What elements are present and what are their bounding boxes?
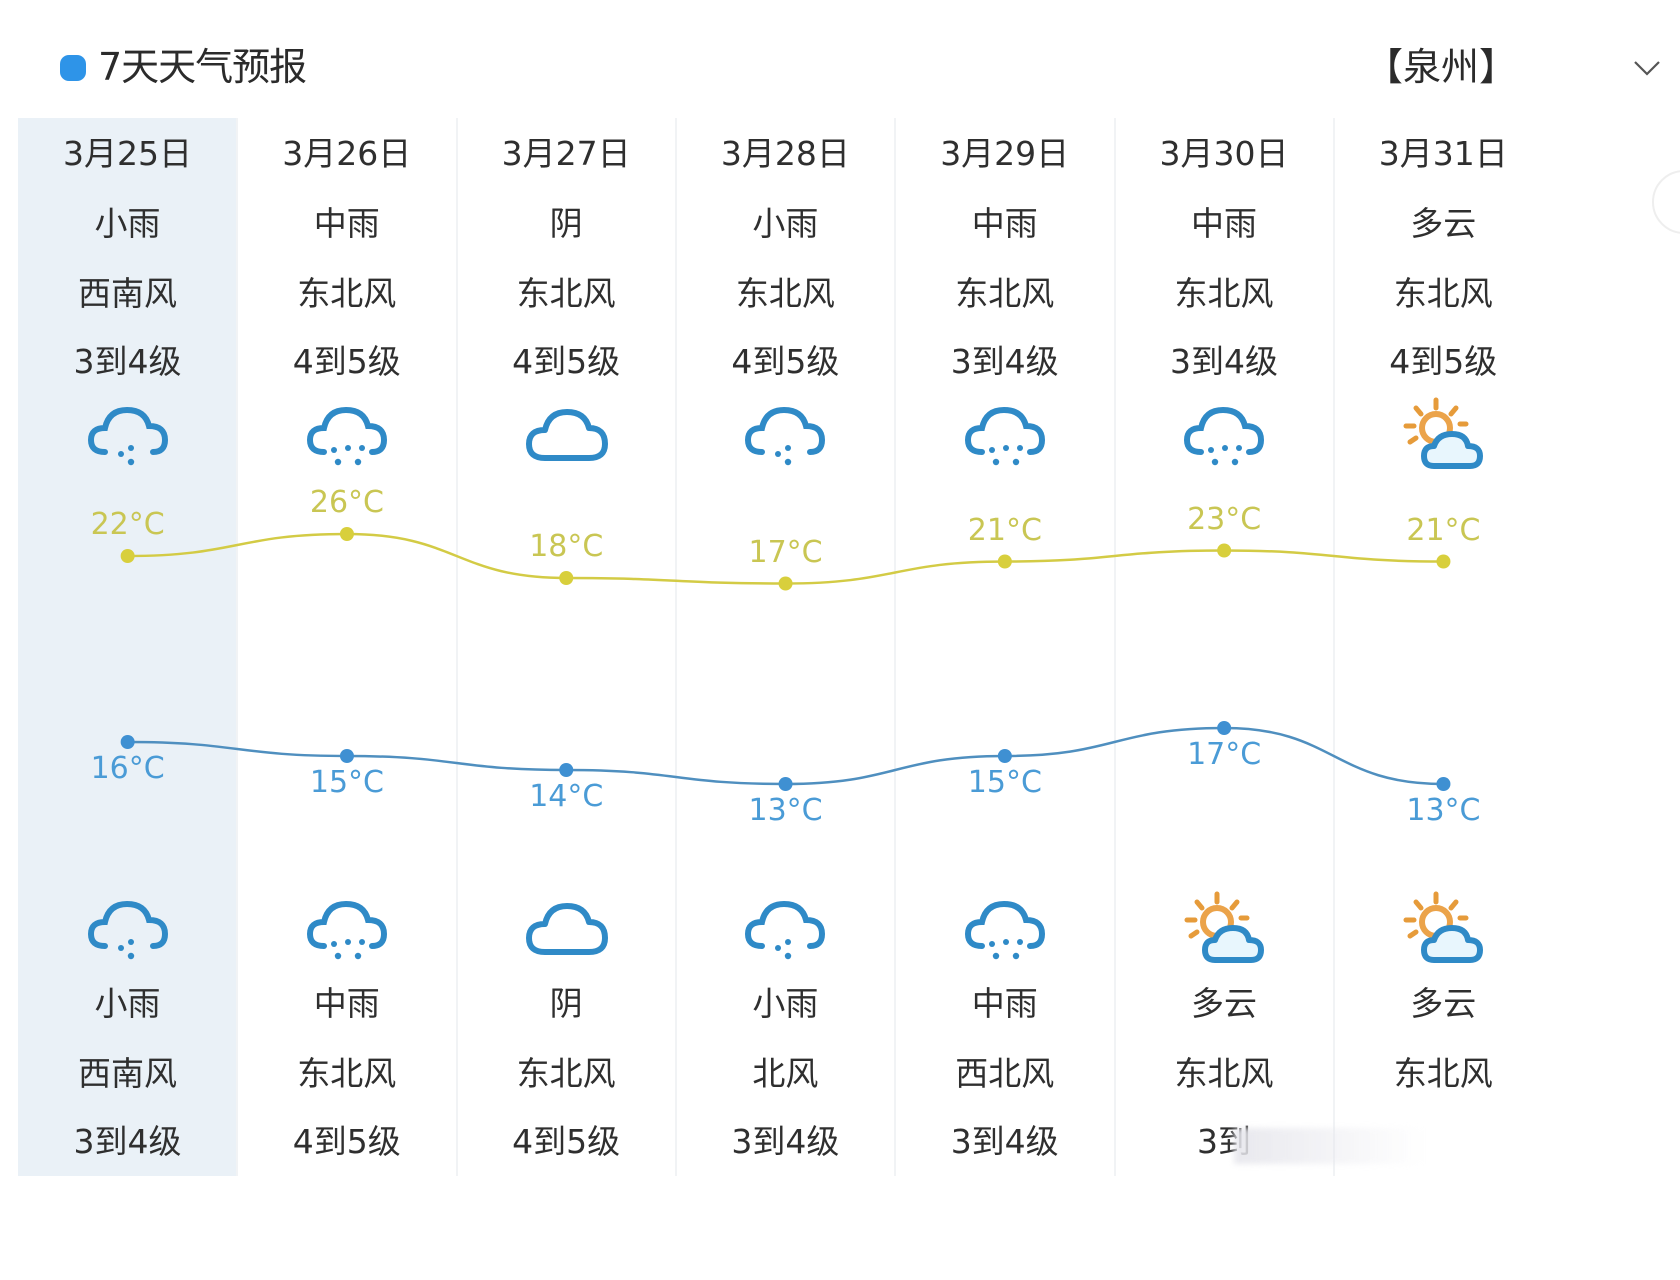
day-wind-level: 4到5级 xyxy=(292,342,401,381)
low-temp-label: 15°C xyxy=(967,765,1042,800)
moderate-rain-icon xyxy=(960,890,1050,970)
night-wind-direction: 西南风 xyxy=(78,1054,177,1093)
high-temp-label: 18°C xyxy=(529,529,604,564)
forecast-grid: 3月25日 小雨 西南风 3到4级 小雨 西南风 3到4级 3月26日 中雨 东北风 4到5级 中雨… xyxy=(18,118,1553,1176)
day-column[interactable]: 3月29日 中雨 东北风 3到4级 中雨 西北风 3到4级 xyxy=(895,118,1114,1176)
chevron-down-icon[interactable] xyxy=(1632,52,1662,82)
high-temp-label: 17°C xyxy=(748,534,823,570)
night-weather-label: 中雨 xyxy=(971,984,1038,1023)
day-column[interactable]: 3月31日 多云 东北风 4到5级 多云 东北风 xyxy=(1334,118,1553,1176)
day-weather-label: 中雨 xyxy=(971,204,1038,243)
night-wind-direction: 东北风 xyxy=(1174,1054,1274,1093)
moderate-rain-icon xyxy=(302,396,392,476)
title-bullet-icon xyxy=(60,55,86,81)
column-divider xyxy=(236,118,239,1176)
night-wind-direction: 东北风 xyxy=(297,1054,397,1093)
day-column[interactable]: 3月27日阴东北风 4到5级阴东北风 4到5级 xyxy=(457,118,676,1176)
scroll-next-button[interactable] xyxy=(1652,170,1680,234)
day-column[interactable]: 3月30日 中雨 东北风 3到4级 多云 东北风 3到 xyxy=(1115,118,1334,1176)
night-wind-level: 3到4级 xyxy=(731,1122,840,1161)
day-column[interactable]: 3月25日 小雨 西南风 3到4级 小雨 西南风 3到4级 xyxy=(18,118,237,1176)
day-wind-direction: 东北风 xyxy=(955,274,1055,313)
date-label: 3月27日 xyxy=(501,134,631,173)
day-wind-direction: 西南风 xyxy=(78,274,177,313)
night-weather-label: 小雨 xyxy=(94,984,161,1023)
partly-cloudy-icon xyxy=(1398,890,1488,970)
night-weather-label: 多云 xyxy=(1410,984,1477,1023)
night-wind-level: 3到4级 xyxy=(73,1122,182,1161)
date-label: 3月29日 xyxy=(940,134,1070,173)
night-weather-label: 中雨 xyxy=(313,984,380,1023)
day-wind-level: 3到4级 xyxy=(73,342,182,381)
day-weather-label: 阴 xyxy=(549,204,583,243)
partly-cloudy-icon xyxy=(1398,396,1488,476)
moderate-rain-icon xyxy=(302,890,392,970)
overcast-icon xyxy=(521,396,611,476)
night-wind-level: 3到4级 xyxy=(950,1122,1059,1161)
column-divider xyxy=(1113,118,1116,1176)
day-wind-direction: 东北风 xyxy=(1174,274,1274,313)
column-divider xyxy=(894,118,897,1176)
day-wind-direction: 东北风 xyxy=(735,274,835,313)
day-wind-level: 4到5级 xyxy=(731,342,840,381)
night-wind-direction: 东北风 xyxy=(1393,1054,1493,1093)
day-wind-level: 3到4级 xyxy=(950,342,1059,381)
day-wind-level: 3到4级 xyxy=(1170,342,1278,381)
day-weather-label: 小雨 xyxy=(94,204,161,243)
day-wind-direction: 东北风 xyxy=(516,274,616,313)
light-rain-icon xyxy=(740,890,830,970)
night-wind-direction: 西北风 xyxy=(955,1054,1055,1093)
light-rain-icon xyxy=(740,396,830,476)
night-wind-direction: 东北风 xyxy=(516,1054,616,1093)
day-column[interactable]: 3月28日 小雨 东北风 4到5级 小雨 北风 3到4级 xyxy=(676,118,895,1176)
low-temp-label: 16°C xyxy=(90,751,165,786)
low-temp-label: 17°C xyxy=(1187,737,1262,772)
day-weather-label: 小雨 xyxy=(752,204,819,243)
night-weather-label: 小雨 xyxy=(752,984,819,1023)
date-label: 3月31日 xyxy=(1378,134,1508,173)
light-rain-icon xyxy=(83,396,173,476)
day-wind-direction: 东北风 xyxy=(297,274,397,313)
column-divider xyxy=(1332,118,1335,1176)
day-wind-level: 4到5级 xyxy=(1389,342,1498,381)
light-rain-icon xyxy=(83,890,173,970)
low-temp-label: 15°C xyxy=(309,765,384,800)
partly-cloudy-icon xyxy=(1179,890,1269,970)
day-wind-direction: 东北风 xyxy=(1393,274,1493,313)
watermark xyxy=(1234,1128,1424,1164)
night-weather-label: 多云 xyxy=(1191,984,1257,1023)
date-label: 3月26日 xyxy=(282,134,412,173)
moderate-rain-icon xyxy=(1179,396,1269,476)
moderate-rain-icon xyxy=(960,396,1050,476)
low-temp-label: 13°C xyxy=(748,793,823,828)
header: 7天天气预报 【泉州】 xyxy=(0,0,1680,118)
night-wind-level: 4到5级 xyxy=(512,1122,621,1161)
high-temp-label: 22°C xyxy=(90,507,165,542)
night-weather-label: 阴 xyxy=(549,984,583,1023)
high-temp-label: 26°C xyxy=(309,485,384,520)
day-column[interactable]: 3月26日 中雨 东北风 4到5级 中雨 东北风 4到5级 xyxy=(237,118,456,1176)
low-temp-label: 14°C xyxy=(529,779,604,814)
column-divider xyxy=(455,118,458,1176)
page-title: 7天天气预报 xyxy=(98,45,307,89)
night-wind-direction: 北风 xyxy=(752,1054,819,1093)
day-weather-label: 多云 xyxy=(1410,204,1477,243)
date-label: 3月30日 xyxy=(1159,134,1289,173)
city-selector[interactable]: 【泉州】 xyxy=(1365,45,1518,89)
overcast-icon xyxy=(521,890,611,970)
day-weather-label: 中雨 xyxy=(313,204,380,243)
high-temp-label: 23°C xyxy=(1187,501,1262,537)
low-temp-label: 13°C xyxy=(1406,793,1481,828)
high-temp-label: 21°C xyxy=(1406,512,1481,548)
high-temp-label: 21°C xyxy=(967,512,1042,548)
date-label: 3月25日 xyxy=(63,134,192,173)
date-label: 3月28日 xyxy=(720,134,850,173)
column-divider xyxy=(674,118,677,1176)
day-wind-level: 4到5级 xyxy=(512,342,621,381)
night-wind-level: 4到5级 xyxy=(292,1122,401,1161)
day-weather-label: 中雨 xyxy=(1191,204,1257,243)
